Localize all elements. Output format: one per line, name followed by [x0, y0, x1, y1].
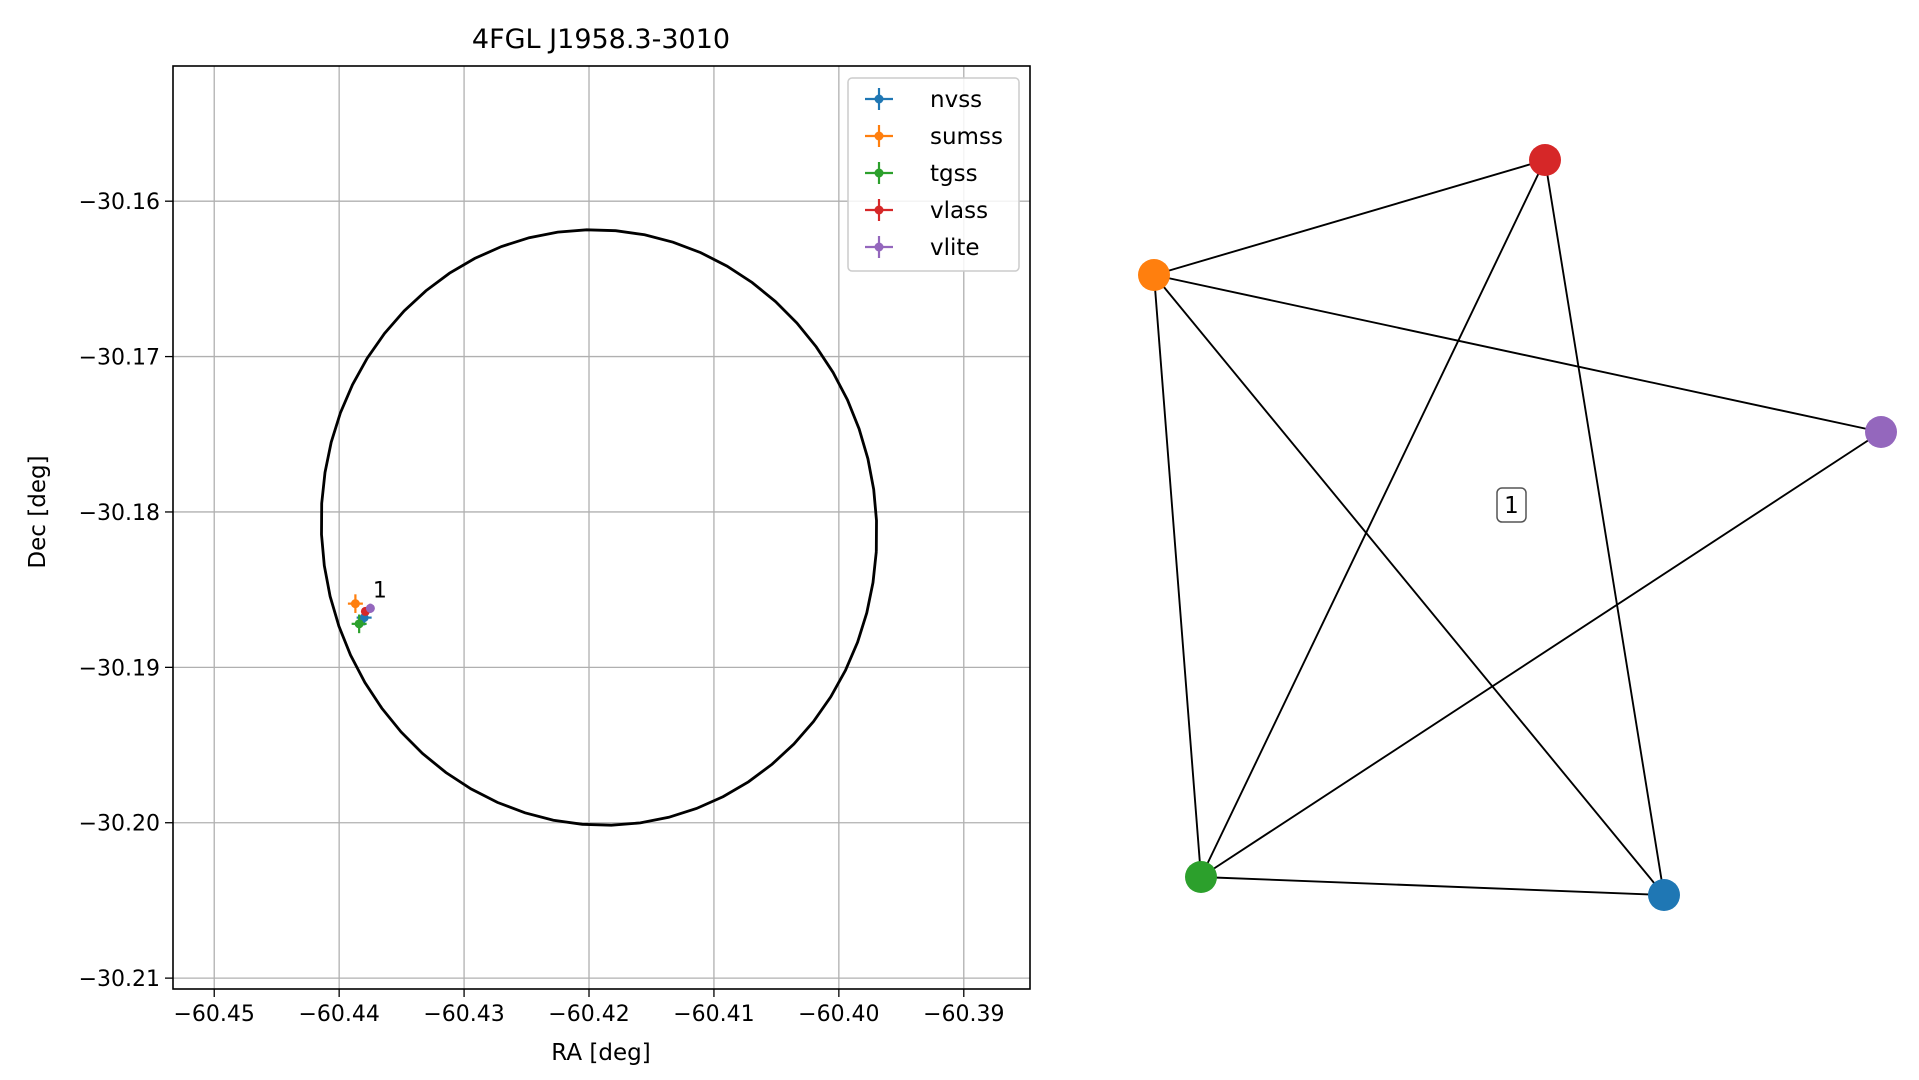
- legend-label: vlite: [930, 235, 980, 261]
- y-tick-label: −30.16: [79, 190, 160, 215]
- edge-sumss-vlite: [1153, 274, 1882, 433]
- y-tick-label: −30.17: [79, 346, 160, 371]
- point-marker: [350, 599, 360, 609]
- legend-frame: [847, 77, 1020, 272]
- y-tick-label: −30.21: [79, 967, 160, 992]
- node-vlite: [1865, 416, 1897, 448]
- plot-frame: [172, 65, 1031, 990]
- edge-sumss-tgss: [1153, 274, 1202, 878]
- legend-swatch-marker: [874, 168, 884, 178]
- x-tick-label: −60.39: [923, 1002, 1004, 1027]
- x-axis-ticks: −60.45 −60.44 −60.43 −60.42 −60.41 −60.40 −60.…: [174, 989, 1004, 1027]
- point-marker: [354, 619, 364, 629]
- point-vlite: [365, 603, 375, 613]
- graph-label-box: 1: [1496, 487, 1527, 523]
- edge-sumss-nvss: [1153, 274, 1665, 896]
- legend-swatch-marker: [874, 242, 884, 252]
- graph-label: 1: [1504, 493, 1519, 519]
- y-tick-label: −30.19: [79, 656, 160, 681]
- ellipse-outline: [320, 228, 878, 827]
- localization-ellipse: [320, 228, 878, 827]
- node-tgss: [1185, 861, 1217, 893]
- source-points: 1: [347, 578, 387, 634]
- node-nvss: [1648, 879, 1680, 911]
- legend-swatch-marker: [874, 94, 884, 104]
- point-sumss: [347, 594, 363, 613]
- legend-label: sumss: [930, 124, 1003, 150]
- graph-nodes: [1138, 144, 1897, 911]
- legend-item-vlass: vlass: [865, 198, 988, 224]
- x-tick-label: −60.42: [548, 1002, 629, 1027]
- graph-label-frame: [1496, 487, 1527, 523]
- point-marker: [365, 603, 375, 613]
- x-axis-label: RA [deg]: [551, 1040, 650, 1066]
- edge-vlass-nvss: [1544, 159, 1665, 896]
- x-tick-label: −60.45: [174, 1002, 255, 1027]
- y-tick-label: −30.18: [79, 501, 160, 526]
- legend: nvss sumss tgss vlass vlite: [847, 77, 1020, 272]
- legend-label: vlass: [930, 198, 988, 224]
- edge-tgss-nvss: [1200, 876, 1665, 896]
- x-tick-label: −60.40: [798, 1002, 879, 1027]
- x-tick-label: −60.43: [423, 1002, 504, 1027]
- y-axis-label: Dec [deg]: [25, 455, 51, 568]
- edge-vlass-tgss: [1200, 159, 1546, 878]
- graph-panel: 1: [1138, 144, 1897, 911]
- point-tgss: [351, 614, 367, 634]
- legend-item-vlite: vlite: [865, 235, 980, 261]
- legend-swatch-marker: [874, 131, 884, 141]
- legend-item-tgss: tgss: [865, 161, 978, 187]
- graph-edges: [1153, 159, 1882, 896]
- scatter-panel: 4FGL J1958.3-3010 1 −60.45 −60.44 −60.43 −6…: [25, 24, 1031, 1066]
- point-annotation: 1: [373, 578, 387, 603]
- x-tick-label: −60.41: [673, 1002, 754, 1027]
- node-vlass: [1529, 144, 1561, 176]
- x-tick-label: −60.44: [298, 1002, 379, 1027]
- y-axis-ticks: −30.16 −30.17 −30.18 −30.19 −30.20 −30.21: [79, 190, 173, 992]
- legend-item-sumss: sumss: [865, 124, 1003, 150]
- y-tick-label: −30.20: [79, 812, 160, 837]
- edge-tgss-vlite: [1200, 431, 1882, 878]
- legend-swatch-marker: [874, 205, 884, 215]
- legend-label: nvss: [930, 87, 982, 113]
- legend-label: tgss: [930, 161, 978, 187]
- node-sumss: [1138, 259, 1170, 291]
- scatter-title: 4FGL J1958.3-3010: [472, 24, 730, 55]
- edge-sumss-vlass: [1153, 159, 1546, 276]
- legend-item-nvss: nvss: [865, 87, 982, 113]
